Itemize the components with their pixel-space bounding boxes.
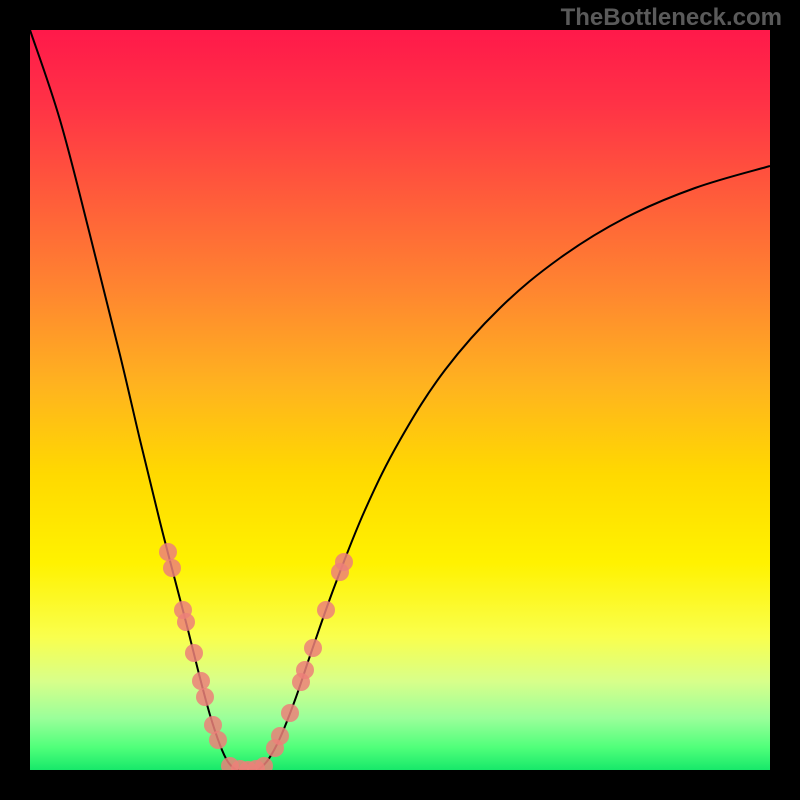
frame-border [770,0,800,800]
data-marker [304,639,322,657]
data-marker [159,543,177,561]
data-marker [209,731,227,749]
data-marker [317,601,335,619]
gradient-background [30,30,770,770]
data-marker [185,644,203,662]
data-marker [196,688,214,706]
bottleneck-chart [0,0,800,800]
data-marker [177,613,195,631]
data-marker [296,661,314,679]
data-marker [163,559,181,577]
data-marker [192,672,210,690]
frame-border [0,0,30,800]
data-marker [335,553,353,571]
watermark-text: TheBottleneck.com [561,4,782,32]
frame-border [0,770,800,800]
data-marker [271,727,289,745]
data-marker [281,704,299,722]
